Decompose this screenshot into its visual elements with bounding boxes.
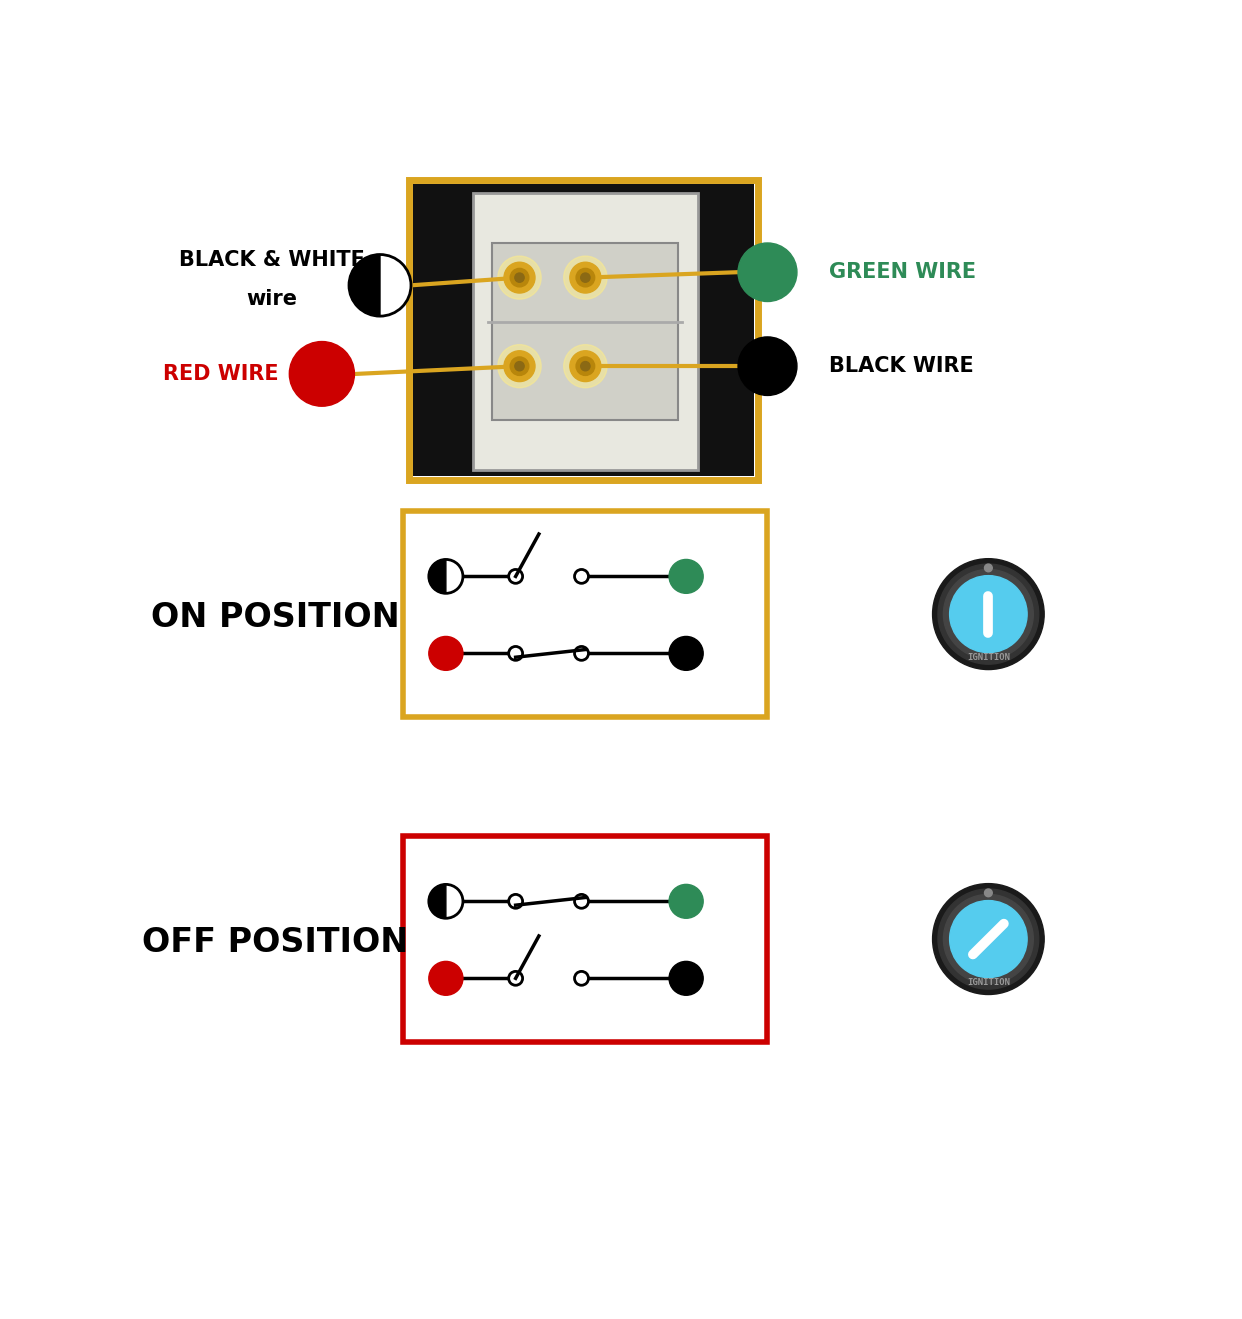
Text: BLACK & WHITE: BLACK & WHITE <box>179 249 364 270</box>
Circle shape <box>428 962 463 996</box>
Text: OFF POSITION: OFF POSITION <box>142 926 409 959</box>
Circle shape <box>515 273 524 282</box>
Text: ON POSITION: ON POSITION <box>152 601 400 634</box>
FancyBboxPatch shape <box>404 836 768 1042</box>
Circle shape <box>985 565 992 571</box>
Circle shape <box>510 357 529 376</box>
Circle shape <box>938 889 1038 989</box>
Text: IGNITION: IGNITION <box>966 653 1010 662</box>
Circle shape <box>575 894 589 909</box>
Circle shape <box>575 646 589 661</box>
Circle shape <box>575 570 589 583</box>
Circle shape <box>509 646 523 661</box>
Circle shape <box>509 570 523 583</box>
Circle shape <box>510 268 529 286</box>
Text: IGNITION: IGNITION <box>966 977 1010 987</box>
Circle shape <box>576 357 595 376</box>
Text: GREEN WIRE: GREEN WIRE <box>830 262 976 282</box>
Wedge shape <box>349 255 380 317</box>
Circle shape <box>581 361 590 371</box>
Circle shape <box>575 971 589 985</box>
Circle shape <box>944 570 1033 658</box>
FancyBboxPatch shape <box>414 183 754 476</box>
Text: BLACK WIRE: BLACK WIRE <box>830 356 974 376</box>
FancyBboxPatch shape <box>473 193 698 470</box>
Wedge shape <box>380 255 411 317</box>
Circle shape <box>738 336 797 396</box>
Circle shape <box>576 268 595 286</box>
Circle shape <box>504 262 535 293</box>
Circle shape <box>564 344 607 388</box>
Circle shape <box>933 559 1045 670</box>
Circle shape <box>509 894 523 909</box>
Circle shape <box>669 962 703 996</box>
Wedge shape <box>446 559 463 594</box>
Circle shape <box>564 256 607 299</box>
Circle shape <box>498 344 542 388</box>
Circle shape <box>669 637 703 670</box>
Text: RED WIRE: RED WIRE <box>163 364 279 384</box>
Circle shape <box>509 971 523 985</box>
Wedge shape <box>428 885 446 918</box>
Circle shape <box>944 894 1033 984</box>
Circle shape <box>498 256 542 299</box>
Circle shape <box>938 565 1038 665</box>
Circle shape <box>950 575 1027 653</box>
Wedge shape <box>428 559 446 594</box>
Circle shape <box>738 243 797 302</box>
Circle shape <box>950 901 1027 977</box>
Circle shape <box>289 342 354 406</box>
FancyBboxPatch shape <box>410 179 758 480</box>
Circle shape <box>581 273 590 282</box>
Circle shape <box>985 889 992 897</box>
Wedge shape <box>446 885 463 918</box>
Text: wire: wire <box>246 289 297 309</box>
Circle shape <box>428 637 463 670</box>
Circle shape <box>570 351 601 381</box>
Circle shape <box>504 351 535 381</box>
Circle shape <box>669 559 703 594</box>
Circle shape <box>515 361 524 371</box>
Circle shape <box>570 262 601 293</box>
Circle shape <box>933 884 1045 995</box>
Circle shape <box>669 885 703 918</box>
FancyBboxPatch shape <box>404 510 768 718</box>
FancyBboxPatch shape <box>492 243 678 419</box>
